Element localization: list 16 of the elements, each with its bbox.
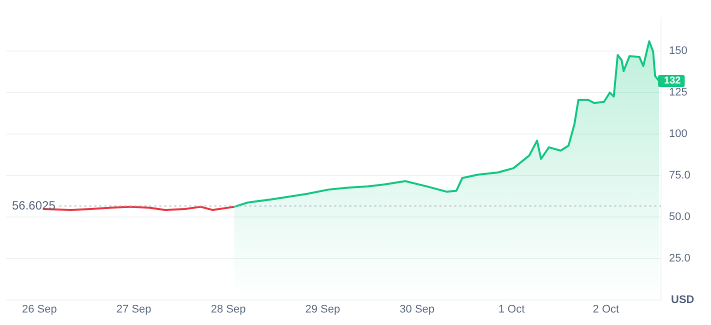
y-tick-label: 100 [669,128,688,140]
y-tick-label: 25.0 [669,252,690,264]
x-tick-label: 1 Oct [498,303,525,316]
x-tick-label: 27 Sep [116,303,152,316]
y-axis-title: USD [671,294,694,306]
y-tick-label: 125 [669,86,688,99]
y-tick-label: 75.0 [669,170,690,182]
x-tick-label: 2 Oct [592,303,620,316]
annotation: 132 [664,76,682,87]
x-tick-label: 28 Sep [210,303,246,316]
y-tick-label: 50.0 [669,210,690,223]
x-tick-label: 30 Sep [400,303,435,316]
ref-line-label: 56.6025 [12,198,56,212]
x-tick-label: 26 Sep [22,303,57,316]
x-tick-label: 29 Sep [305,303,340,316]
y-tick-label: 150 [669,45,688,58]
